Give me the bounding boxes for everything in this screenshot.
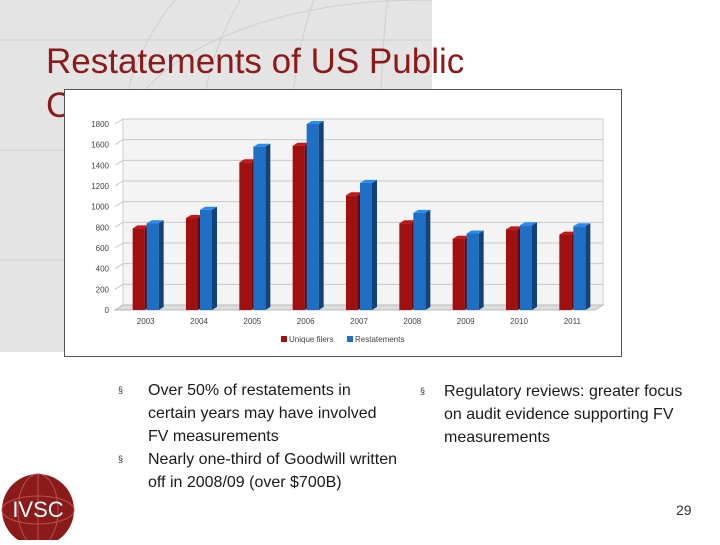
gridline-depth — [114, 118, 124, 125]
bar-unique-filers — [132, 228, 145, 310]
y-tick-label: 0 — [105, 306, 110, 315]
bar-restatements — [306, 124, 319, 310]
x-tick-label: 2008 — [403, 317, 421, 326]
chart-frame: 0 200 400 600 800 1000 1200 1400 1600 1800 2003 200… — [64, 89, 622, 357]
bar-restatements — [360, 182, 372, 310]
gridline-depth — [114, 283, 124, 290]
bar-chart: 0 200 400 600 800 1000 1200 1400 1600 1800 2003 200… — [91, 118, 605, 344]
bar-side — [585, 223, 591, 310]
gridline-depth — [114, 201, 124, 208]
bar-restatements — [413, 212, 426, 310]
bar-top — [292, 142, 310, 146]
page-number: 29 — [676, 502, 692, 518]
bar-top — [132, 225, 150, 229]
bar-side — [158, 220, 164, 310]
bar-restatements — [573, 226, 586, 310]
bar-unique-filers — [452, 238, 465, 310]
ivsc-logo: IVSC — [0, 466, 78, 545]
gridline-depth — [114, 180, 124, 187]
bar-side — [425, 209, 431, 310]
gridline-depth — [114, 139, 124, 146]
legend-swatch — [347, 336, 353, 342]
bar-unique-filers — [292, 145, 305, 310]
bar-top — [146, 220, 164, 224]
bar-unique-filers — [239, 162, 252, 310]
y-tick-label: 800 — [96, 223, 110, 232]
bar-top — [186, 215, 203, 219]
x-tick-label: 2006 — [297, 317, 315, 326]
x-tick-label: 2010 — [510, 317, 528, 326]
bar-unique-filers — [186, 218, 198, 310]
x-tick-label: 2007 — [350, 317, 368, 326]
bar-side — [372, 179, 377, 310]
x-tick-label: 2009 — [457, 317, 475, 326]
bar-side — [532, 222, 537, 310]
y-tick-label: 1000 — [91, 203, 109, 212]
legend-label: Restatements — [355, 335, 404, 344]
y-tick-label: 1800 — [91, 120, 109, 129]
bar-side — [318, 121, 324, 310]
bar-side — [265, 143, 271, 310]
bar-restatements — [200, 209, 212, 310]
bar-top — [200, 206, 217, 210]
bar-unique-filers — [346, 195, 358, 310]
bar-top — [413, 209, 431, 213]
bar-top — [506, 226, 523, 230]
bar-top — [452, 235, 470, 239]
bullet-icon: § — [118, 385, 124, 395]
bar-top — [306, 121, 324, 124]
bullet-list-left: § Over 50% of restatements in certain ye… — [118, 379, 398, 494]
x-tick-label: 2011 — [564, 317, 582, 326]
legend-swatch — [281, 336, 287, 342]
bar-side — [212, 206, 217, 310]
bar-restatements — [466, 233, 479, 310]
bullet-text: Over 50% of restatements in certain year… — [148, 382, 377, 445]
bar-restatements — [146, 223, 159, 310]
bullet-item: § Over 50% of restatements in certain ye… — [118, 379, 398, 448]
y-tick-label: 400 — [96, 265, 110, 274]
logo-globe-icon: IVSC — [1, 473, 75, 545]
bullet-item: § Nearly one-third of Goodwill written o… — [118, 448, 398, 494]
bar-top — [573, 223, 591, 227]
bar-unique-filers — [506, 229, 518, 310]
gridline-depth — [114, 221, 124, 228]
bar-restatements — [520, 225, 532, 310]
x-tick-label: 2003 — [137, 317, 155, 326]
gridline-depth — [114, 242, 124, 249]
bullet-text: Nearly one-third of Goodwill written off… — [148, 451, 397, 491]
bar-top — [239, 159, 257, 163]
gridline-depth — [114, 159, 124, 166]
bar-unique-filers — [559, 234, 572, 310]
logo-text: IVSC — [12, 497, 63, 522]
bullet-text: Regulatory reviews: greater focus on aud… — [444, 383, 683, 446]
bar-top — [346, 192, 363, 196]
legend-label: Unique filers — [289, 335, 333, 344]
bar-unique-filers — [399, 223, 412, 310]
bullet-icon: § — [420, 386, 426, 396]
bar-top — [559, 231, 577, 235]
y-tick-label: 600 — [96, 244, 110, 253]
y-tick-label: 1600 — [91, 141, 109, 150]
x-tick-label: 2004 — [190, 317, 208, 326]
bullet-icon: § — [118, 454, 124, 464]
bar-restatements — [253, 146, 266, 310]
bar-top — [360, 179, 377, 183]
y-tick-label: 200 — [96, 285, 110, 294]
bar-top — [399, 220, 417, 224]
x-tick-label: 2005 — [243, 317, 261, 326]
bar-top — [253, 143, 271, 147]
bar-side — [478, 230, 484, 310]
gridline-depth — [114, 263, 124, 270]
y-tick-label: 1400 — [91, 161, 109, 170]
bullet-item: § Regulatory reviews: greater focus on a… — [420, 380, 684, 449]
bar-top — [520, 222, 537, 226]
bar-top — [466, 230, 484, 234]
y-tick-label: 1200 — [91, 182, 109, 191]
bullet-list-right: § Regulatory reviews: greater focus on a… — [420, 380, 684, 449]
